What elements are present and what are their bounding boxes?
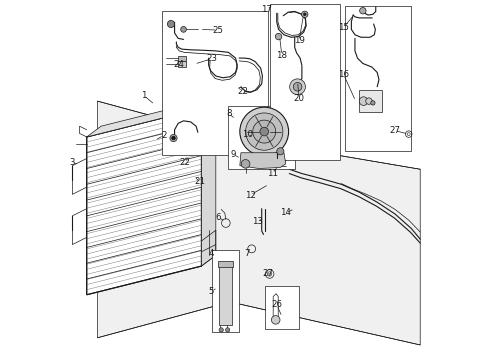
Circle shape: [359, 8, 366, 14]
Bar: [228, 107, 294, 169]
Text: 16: 16: [337, 70, 348, 79]
Text: 4: 4: [208, 249, 214, 258]
Text: 11: 11: [266, 169, 277, 178]
Text: 10: 10: [242, 130, 252, 139]
Text: 26: 26: [271, 300, 282, 309]
Bar: [358, 90, 381, 112]
Circle shape: [365, 98, 371, 104]
Bar: [265, 286, 299, 329]
Text: 13: 13: [251, 217, 262, 226]
Polygon shape: [86, 98, 215, 137]
Bar: [178, 61, 185, 67]
Polygon shape: [97, 101, 419, 345]
Circle shape: [289, 79, 305, 95]
Circle shape: [276, 148, 284, 155]
Bar: [178, 56, 185, 61]
Circle shape: [303, 13, 305, 16]
Text: 7: 7: [244, 249, 249, 258]
Circle shape: [169, 134, 177, 141]
Text: 12: 12: [244, 190, 255, 199]
Circle shape: [219, 328, 223, 332]
Polygon shape: [86, 108, 201, 295]
Text: 23: 23: [205, 54, 217, 63]
Text: 27: 27: [388, 126, 399, 135]
Text: 2: 2: [161, 131, 166, 140]
Bar: [217, 261, 233, 267]
Text: 22: 22: [179, 158, 190, 167]
Circle shape: [225, 328, 229, 332]
Text: 3: 3: [69, 158, 75, 167]
Circle shape: [241, 159, 249, 168]
Text: 20: 20: [293, 94, 304, 103]
Circle shape: [180, 27, 186, 32]
Bar: [218, 266, 232, 325]
Text: 17: 17: [261, 5, 272, 14]
Text: 18: 18: [276, 51, 287, 60]
Text: 25: 25: [212, 26, 223, 35]
Text: 1: 1: [141, 91, 146, 100]
Text: 8: 8: [225, 109, 231, 118]
Text: 6: 6: [215, 213, 221, 222]
Circle shape: [293, 82, 301, 91]
Circle shape: [271, 316, 280, 324]
Text: 22: 22: [237, 86, 248, 95]
Text: 5: 5: [208, 287, 214, 296]
Bar: [344, 6, 410, 151]
Circle shape: [275, 33, 281, 40]
Text: 14: 14: [280, 208, 291, 217]
Circle shape: [252, 120, 275, 143]
Circle shape: [301, 11, 307, 18]
Circle shape: [370, 101, 374, 105]
Text: 21: 21: [194, 177, 205, 186]
Bar: [269, 4, 339, 160]
Bar: [162, 12, 267, 155]
Text: 27: 27: [262, 269, 273, 278]
Circle shape: [239, 107, 288, 156]
Text: 15: 15: [337, 23, 348, 32]
Polygon shape: [201, 98, 215, 266]
Circle shape: [167, 21, 174, 28]
Text: 19: 19: [293, 36, 304, 45]
Circle shape: [245, 113, 282, 150]
Circle shape: [260, 127, 268, 136]
Bar: [212, 250, 239, 332]
Text: 9: 9: [230, 150, 235, 159]
Text: 24: 24: [173, 60, 183, 69]
Circle shape: [359, 97, 367, 105]
Circle shape: [171, 136, 175, 140]
Polygon shape: [239, 153, 285, 168]
